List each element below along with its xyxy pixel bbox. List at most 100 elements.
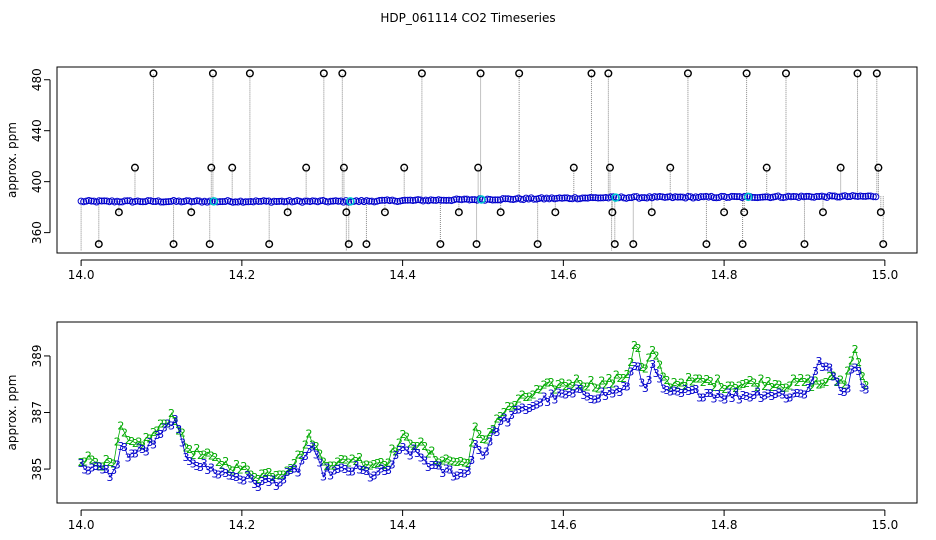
- series-symbol-2: 2: [121, 426, 128, 439]
- series-symbol-3: 3: [548, 387, 555, 400]
- series-symbol-2: 2: [150, 426, 157, 439]
- x-tick-label: 14.4: [389, 268, 416, 282]
- series-symbol-2: 2: [772, 378, 779, 391]
- outlier-point: [496, 208, 505, 217]
- series-symbol-3: 3: [812, 365, 819, 378]
- baseline-point: [728, 192, 736, 200]
- series-symbol-3: 3: [624, 380, 631, 393]
- baseline-point: [255, 197, 263, 205]
- series-symbol-2: 2: [298, 449, 305, 462]
- series-symbol-3: 3: [530, 400, 537, 413]
- series-symbol-2: 2: [197, 449, 204, 462]
- x-tick-label: 15.0: [871, 268, 898, 282]
- series-symbol-2: 2: [389, 443, 396, 456]
- baseline-point: [748, 193, 756, 201]
- series-line-2: [81, 344, 867, 480]
- baseline-point: [239, 198, 247, 206]
- baseline-point: [574, 195, 582, 203]
- series-symbol-3: 3: [515, 404, 522, 417]
- baseline-point: [486, 196, 494, 204]
- series-symbol-3: 3: [237, 473, 244, 486]
- series-symbol-3: 3: [703, 387, 710, 400]
- series-symbol-3: 3: [559, 387, 566, 400]
- series-symbol-2: 2: [414, 440, 421, 453]
- baseline-point: [440, 196, 448, 204]
- outlier-point: [605, 163, 614, 172]
- series-symbol-2: 2: [707, 375, 714, 388]
- series-symbol-3: 3: [501, 411, 508, 424]
- series-symbol-2: 2: [577, 378, 584, 391]
- series-symbol-3: 3: [855, 365, 862, 378]
- series-symbol-2: 2: [457, 455, 464, 468]
- series-symbol-2: 2: [765, 375, 772, 388]
- bottom-panel: 14.0 14.2 14.4 14.6 14.8 15.0 385 387 389 approx.…: [5, 321, 918, 532]
- baseline-point: [301, 197, 309, 205]
- baseline-point: [566, 195, 574, 203]
- series-symbol-3: 3: [439, 467, 446, 480]
- series-symbol-2: 2: [855, 356, 862, 369]
- baseline-point: [710, 194, 718, 202]
- series-symbol-3: 3: [316, 457, 323, 470]
- baseline-point: [504, 195, 512, 203]
- baseline-point: [252, 197, 260, 205]
- series-symbol-3: 3: [418, 451, 425, 464]
- series-symbol-2: 2: [508, 401, 515, 414]
- baseline-point: [190, 197, 198, 205]
- baseline-point: [123, 197, 131, 205]
- series-symbol-3: 3: [584, 391, 591, 404]
- series-symbol-3: 3: [689, 384, 696, 397]
- series-symbol-2: 2: [660, 371, 667, 384]
- baseline-point: [77, 197, 85, 205]
- baseline-point: [273, 197, 281, 205]
- series-symbol-3: 3: [454, 469, 461, 482]
- series-symbol-3: 3: [305, 443, 312, 456]
- series-symbol-3: 3: [385, 464, 392, 477]
- series-symbol-2: 2: [609, 378, 616, 391]
- x-tick-label: 14.0: [68, 518, 95, 532]
- series-symbol-2: 2: [439, 455, 446, 468]
- series-symbol-3: 3: [711, 392, 718, 405]
- series-symbol-3: 3: [132, 448, 139, 461]
- series-symbol-2: 2: [559, 376, 566, 389]
- baseline-point: [800, 193, 808, 201]
- series-symbol-3: 3: [830, 371, 837, 384]
- y-tick-label: 360: [30, 221, 44, 244]
- series-symbol-2: 2: [776, 379, 783, 392]
- x-tick-label: 14.8: [711, 518, 738, 532]
- outlier-point: [836, 163, 845, 172]
- series-symbol-2: 2: [443, 452, 450, 465]
- series-symbol-2: 2: [573, 373, 580, 386]
- series-symbol-2: 2: [515, 392, 522, 405]
- outlier-point: [876, 208, 885, 217]
- baseline-point: [491, 196, 499, 204]
- outlier-point: [647, 208, 656, 217]
- series-symbol-3: 3: [349, 465, 356, 478]
- series-symbol-3: 3: [635, 361, 642, 374]
- baseline-point: [244, 198, 252, 206]
- baseline-point: [769, 193, 777, 201]
- series-symbol-2: 2: [295, 448, 302, 461]
- series-symbol-2: 2: [783, 382, 790, 395]
- series-symbol-3: 3: [291, 462, 298, 475]
- series-symbol-3: 3: [685, 385, 692, 398]
- baseline-point: [329, 197, 337, 205]
- baseline-point: [177, 198, 185, 206]
- series-symbol-2: 2: [848, 355, 855, 368]
- baseline-point: [581, 194, 589, 202]
- outlier-point: [515, 69, 524, 78]
- series-symbol-3: 3: [852, 361, 859, 374]
- series-symbol-2: 2: [635, 342, 642, 355]
- series-symbol-3: 3: [313, 449, 320, 462]
- series-symbol-3: 3: [823, 361, 830, 374]
- series-symbol-2: 2: [204, 446, 211, 459]
- outlier-point: [208, 69, 217, 78]
- baseline-point: [85, 197, 93, 205]
- series-symbol-2: 2: [551, 383, 558, 396]
- series-symbol-2: 2: [580, 380, 587, 393]
- series-symbol-2: 2: [349, 453, 356, 466]
- series-symbol-3: 3: [797, 387, 804, 400]
- series-symbol-3: 3: [848, 363, 855, 376]
- outlier-point: [666, 163, 675, 172]
- series-symbol-3: 3: [732, 386, 739, 399]
- y-tick-label: 387: [30, 401, 44, 424]
